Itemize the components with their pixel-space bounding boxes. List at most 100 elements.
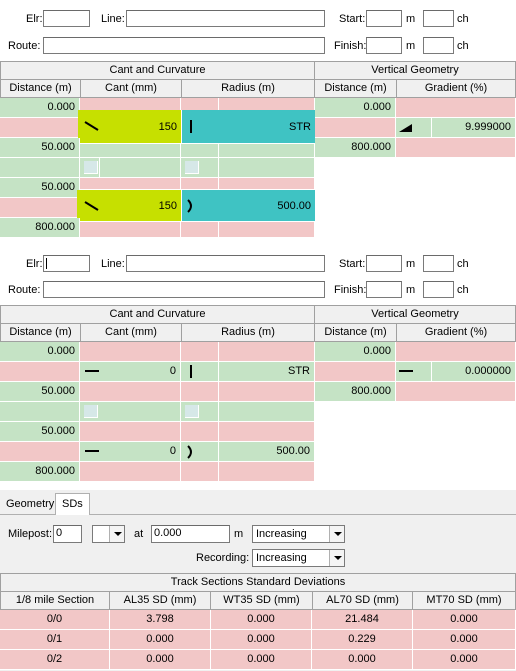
chevron-down-icon[interactable] bbox=[329, 526, 344, 542]
tab-sds[interactable]: SDs bbox=[55, 493, 90, 515]
empty-cell[interactable] bbox=[181, 422, 219, 442]
empty-cell[interactable] bbox=[396, 342, 516, 362]
tab-geometry[interactable]: Geometry bbox=[6, 498, 55, 510]
cant-cell-highlight[interactable]: 150 bbox=[78, 110, 182, 144]
empty-cell[interactable] bbox=[396, 382, 516, 402]
finish-m-input[interactable] bbox=[366, 37, 402, 54]
distance-cell[interactable]: 800.000 bbox=[0, 218, 80, 238]
radius-icon-cell[interactable] bbox=[181, 362, 219, 382]
empty-cell[interactable] bbox=[0, 402, 80, 422]
route-input[interactable] bbox=[43, 37, 325, 54]
gradient-value-cell[interactable]: 9.999000 bbox=[432, 118, 516, 138]
empty-cell[interactable] bbox=[80, 462, 181, 482]
empty-cell[interactable] bbox=[181, 222, 219, 238]
distance-cell[interactable]: 800.000 bbox=[0, 462, 80, 482]
radius-icon-cell[interactable] bbox=[181, 442, 219, 462]
empty-cell[interactable] bbox=[181, 462, 219, 482]
empty-cell[interactable] bbox=[396, 138, 516, 158]
chevron-down-icon[interactable] bbox=[329, 550, 344, 566]
radius-cell[interactable]: STR bbox=[219, 362, 315, 382]
empty-cell[interactable] bbox=[315, 118, 396, 138]
empty-cell[interactable] bbox=[219, 144, 315, 158]
table-cell[interactable]: 0.000 bbox=[211, 650, 312, 670]
cant-cell[interactable]: 0 bbox=[80, 442, 181, 462]
empty-cell[interactable] bbox=[396, 98, 516, 118]
table-cell[interactable]: 0.000 bbox=[413, 630, 516, 650]
finish-m-input[interactable] bbox=[366, 281, 402, 298]
table-cell[interactable]: 0.000 bbox=[110, 630, 211, 650]
empty-cell[interactable] bbox=[219, 402, 315, 422]
start-m-input[interactable] bbox=[366, 10, 402, 27]
table-cell[interactable]: 0.000 bbox=[312, 650, 413, 670]
gradient-icon-cell[interactable] bbox=[396, 362, 432, 382]
table-cell[interactable]: 0.000 bbox=[413, 610, 516, 630]
finish-ch-input[interactable] bbox=[423, 37, 454, 54]
empty-cell[interactable] bbox=[181, 178, 219, 190]
empty-cell[interactable] bbox=[219, 422, 315, 442]
start-ch-input[interactable] bbox=[423, 10, 454, 27]
empty-cell[interactable] bbox=[315, 362, 396, 382]
table-cell[interactable]: 0.000 bbox=[211, 630, 312, 650]
empty-cell[interactable] bbox=[219, 222, 315, 238]
route-input[interactable] bbox=[43, 281, 325, 298]
empty-cell[interactable] bbox=[219, 382, 315, 402]
empty-cell[interactable] bbox=[80, 342, 181, 362]
elr-input[interactable] bbox=[43, 10, 90, 27]
vg-distance-cell[interactable]: 0.000 bbox=[315, 98, 396, 118]
empty-cell[interactable] bbox=[80, 178, 181, 190]
empty-cell[interactable] bbox=[219, 178, 315, 190]
distance-cell[interactable]: 0.000 bbox=[0, 342, 80, 362]
empty-cell[interactable] bbox=[0, 442, 80, 462]
empty-cell[interactable] bbox=[80, 144, 181, 158]
cant-cell[interactable]: 0 bbox=[80, 362, 181, 382]
empty-cell[interactable] bbox=[181, 342, 219, 362]
table-row[interactable]: 0/1 bbox=[0, 630, 110, 650]
start-ch-input[interactable] bbox=[423, 255, 454, 272]
empty-cell[interactable] bbox=[80, 402, 181, 422]
radius-cell-highlight[interactable]: 500.00 bbox=[182, 190, 316, 222]
distance-cell[interactable]: 50.000 bbox=[0, 138, 80, 158]
empty-cell[interactable] bbox=[80, 382, 181, 402]
distance-cell[interactable]: 50.000 bbox=[0, 422, 80, 442]
gradient-value-cell[interactable]: 0.000000 bbox=[432, 362, 516, 382]
empty-cell[interactable] bbox=[219, 158, 315, 178]
milepost-fraction-select[interactable] bbox=[92, 525, 125, 543]
radius-cell[interactable]: 500.00 bbox=[219, 442, 315, 462]
distance-cell[interactable]: 0.000 bbox=[0, 98, 80, 118]
empty-cell[interactable] bbox=[0, 362, 80, 382]
cant-cell-highlight[interactable]: 150 bbox=[77, 190, 182, 222]
recording-select[interactable]: Increasing bbox=[252, 549, 345, 567]
table-row[interactable]: 0/0 bbox=[0, 610, 110, 630]
empty-cell[interactable] bbox=[219, 342, 315, 362]
finish-ch-input[interactable] bbox=[423, 281, 454, 298]
distance-cell[interactable]: 50.000 bbox=[0, 178, 80, 198]
milepost-input[interactable]: 0 bbox=[53, 525, 82, 543]
at-input[interactable]: 0.000 bbox=[151, 525, 230, 543]
empty-cell[interactable] bbox=[181, 144, 219, 158]
empty-cell[interactable] bbox=[80, 422, 181, 442]
elr-input[interactable] bbox=[43, 255, 90, 272]
distance-cell[interactable]: 50.000 bbox=[0, 382, 80, 402]
direction-select[interactable]: Increasing bbox=[252, 525, 345, 543]
table-cell[interactable]: 3.798 bbox=[110, 610, 211, 630]
table-cell[interactable]: 0.000 bbox=[211, 610, 312, 630]
gradient-icon-cell[interactable] bbox=[396, 118, 432, 138]
table-cell[interactable]: 0.000 bbox=[110, 650, 211, 670]
line-input[interactable] bbox=[126, 10, 325, 27]
empty-cell[interactable] bbox=[0, 118, 80, 138]
table-cell[interactable]: 0.229 bbox=[312, 630, 413, 650]
vg-distance-cell[interactable]: 800.000 bbox=[315, 382, 396, 402]
empty-cell[interactable] bbox=[100, 158, 181, 178]
table-cell[interactable]: 0.000 bbox=[413, 650, 516, 670]
start-m-input[interactable] bbox=[366, 255, 402, 272]
table-row[interactable]: 0/2 bbox=[0, 650, 110, 670]
radius-cell-highlight[interactable]: STR bbox=[182, 110, 316, 144]
table-cell[interactable]: 21.484 bbox=[312, 610, 413, 630]
empty-cell[interactable] bbox=[0, 158, 80, 178]
vg-distance-cell[interactable]: 0.000 bbox=[315, 342, 396, 362]
chevron-down-icon[interactable] bbox=[109, 526, 124, 542]
vg-distance-cell[interactable]: 800.000 bbox=[315, 138, 396, 158]
line-input[interactable] bbox=[126, 255, 325, 272]
empty-cell[interactable] bbox=[0, 198, 80, 218]
empty-cell[interactable] bbox=[219, 462, 315, 482]
